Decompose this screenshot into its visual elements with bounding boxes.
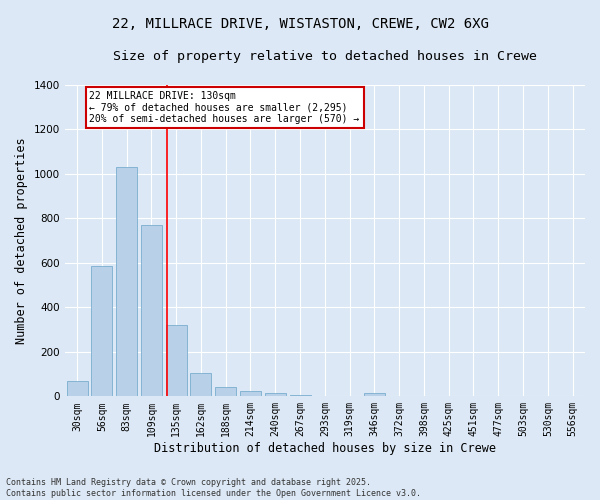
- Bar: [116, 168, 137, 396]
- Title: Size of property relative to detached houses in Crewe: Size of property relative to detached ho…: [113, 50, 537, 63]
- Bar: [91, 266, 112, 396]
- X-axis label: Distribution of detached houses by size in Crewe: Distribution of detached houses by size …: [154, 442, 496, 455]
- Text: 22 MILLRACE DRIVE: 130sqm
← 79% of detached houses are smaller (2,295)
20% of se: 22 MILLRACE DRIVE: 130sqm ← 79% of detac…: [89, 90, 359, 124]
- Bar: [215, 387, 236, 396]
- Bar: [141, 225, 162, 396]
- Bar: [364, 394, 385, 396]
- Y-axis label: Number of detached properties: Number of detached properties: [15, 138, 28, 344]
- Bar: [67, 381, 88, 396]
- Text: 22, MILLRACE DRIVE, WISTASTON, CREWE, CW2 6XG: 22, MILLRACE DRIVE, WISTASTON, CREWE, CW…: [112, 18, 488, 32]
- Bar: [190, 373, 211, 396]
- Bar: [290, 394, 311, 396]
- Bar: [265, 394, 286, 396]
- Bar: [166, 325, 187, 396]
- Bar: [240, 391, 261, 396]
- Text: Contains HM Land Registry data © Crown copyright and database right 2025.
Contai: Contains HM Land Registry data © Crown c…: [6, 478, 421, 498]
